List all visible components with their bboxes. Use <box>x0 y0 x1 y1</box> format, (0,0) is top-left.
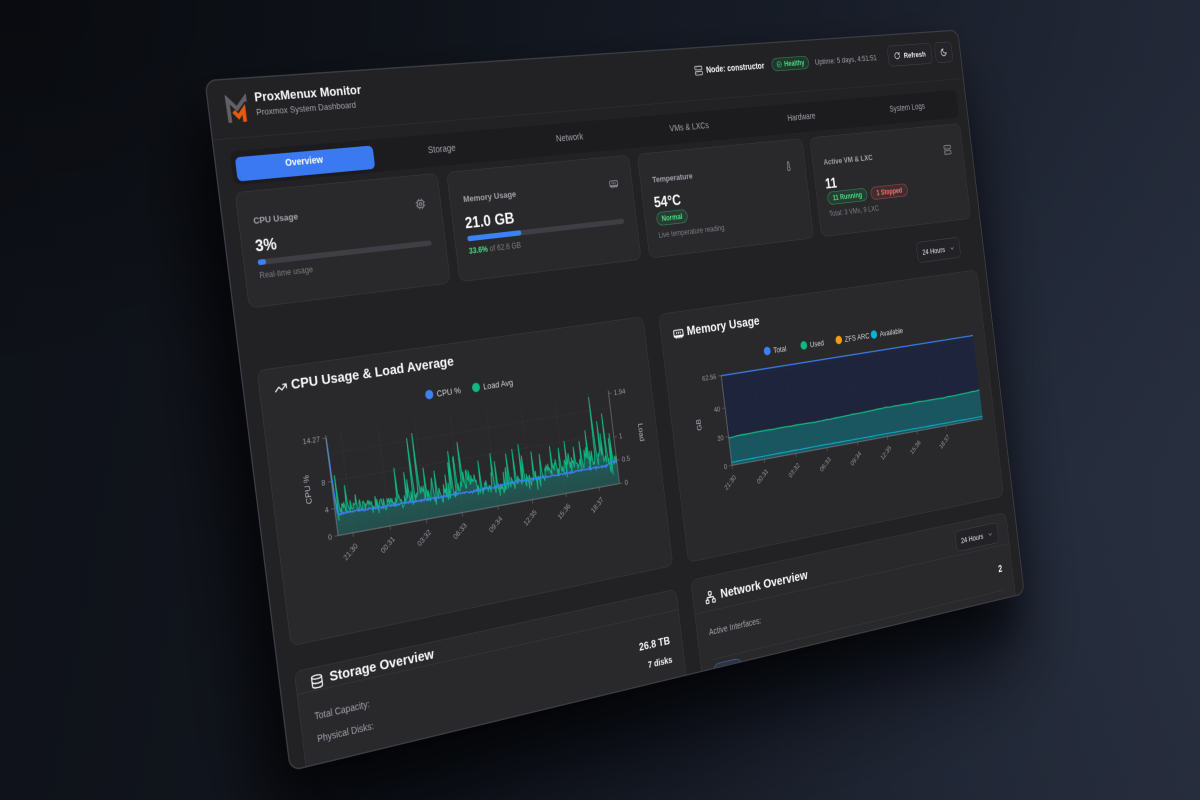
svg-text:14.27: 14.27 <box>302 435 321 447</box>
svg-text:GB: GB <box>695 418 704 431</box>
svg-text:CPU %: CPU % <box>301 474 313 505</box>
svg-text:1.94: 1.94 <box>613 387 626 397</box>
svg-text:4: 4 <box>324 505 330 515</box>
svg-text:21:30: 21:30 <box>342 541 360 562</box>
svg-text:18:37: 18:37 <box>590 496 606 515</box>
svg-text:06:33: 06:33 <box>819 455 833 473</box>
svg-text:00:31: 00:31 <box>755 467 769 485</box>
svg-text:0.5: 0.5 <box>621 454 631 464</box>
svg-text:Load: Load <box>636 423 646 442</box>
svg-text:03:32: 03:32 <box>787 461 801 479</box>
svg-text:15:36: 15:36 <box>556 501 572 521</box>
svg-text:40: 40 <box>713 405 721 414</box>
svg-text:8: 8 <box>321 478 327 488</box>
svg-text:20: 20 <box>717 434 725 443</box>
svg-text:00:31: 00:31 <box>379 535 396 555</box>
svg-text:09:34: 09:34 <box>488 514 505 534</box>
svg-text:62.56: 62.56 <box>702 372 718 382</box>
svg-text:1: 1 <box>619 432 623 441</box>
svg-text:12:35: 12:35 <box>522 508 538 528</box>
svg-text:18:37: 18:37 <box>938 433 951 450</box>
svg-text:09:34: 09:34 <box>849 449 863 467</box>
svg-text:03:32: 03:32 <box>416 528 433 548</box>
svg-text:15:36: 15:36 <box>909 438 922 456</box>
svg-text:21:30: 21:30 <box>723 473 738 492</box>
svg-text:06:33: 06:33 <box>452 521 469 541</box>
svg-text:0: 0 <box>724 462 729 471</box>
svg-text:0: 0 <box>624 478 629 487</box>
svg-text:0: 0 <box>328 532 334 542</box>
svg-text:12:35: 12:35 <box>879 444 892 462</box>
